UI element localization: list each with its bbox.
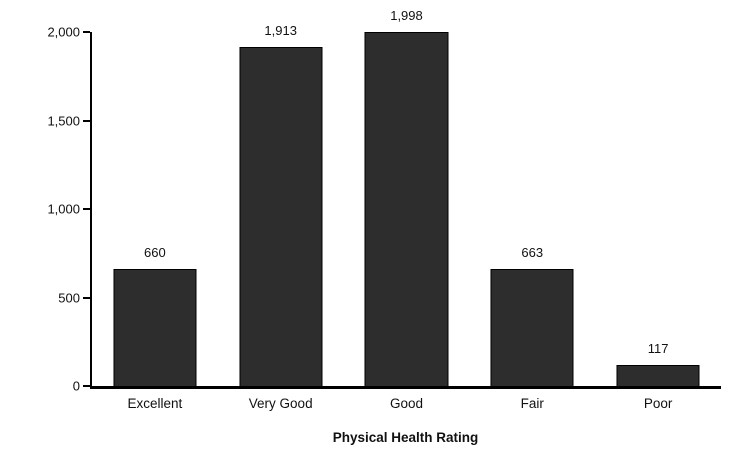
x-category-label: Good bbox=[389, 396, 423, 411]
y-tick-label: 1,000 bbox=[47, 201, 80, 217]
bar-group: 1,998 Good bbox=[344, 8, 470, 411]
y-tick-mark bbox=[83, 208, 90, 210]
bar-value-label: 117 bbox=[647, 341, 669, 357]
y-tick-mark bbox=[83, 119, 90, 122]
y-tick-label: 1,500 bbox=[47, 113, 80, 128]
bar-value-label: 1,913 bbox=[264, 23, 297, 39]
bar-value-label: 660 bbox=[144, 245, 166, 261]
y-tick-label: 0 bbox=[72, 378, 80, 394]
bar-group: 1,913 Very Good bbox=[218, 23, 344, 411]
bar-group: 117 Poor bbox=[595, 32, 721, 411]
x-category-label: Poor bbox=[643, 396, 673, 411]
bar-poor bbox=[616, 365, 700, 386]
x-category-label: Very Good bbox=[248, 396, 313, 411]
bar-value-label: 663 bbox=[521, 244, 544, 260]
bar-group: 663 Fair bbox=[469, 32, 595, 411]
bar-very-good bbox=[239, 47, 323, 386]
bar-value-label: 1,998 bbox=[390, 8, 423, 24]
y-tick-mark bbox=[83, 296, 90, 299]
bar-fair bbox=[490, 268, 574, 386]
bar-group: 660 Excellent bbox=[92, 32, 218, 411]
bar-good bbox=[364, 32, 448, 386]
y-tick-label: 2,000 bbox=[47, 24, 80, 40]
x-axis-title: Physical Health Rating bbox=[332, 430, 479, 445]
y-tick-mark bbox=[83, 31, 90, 33]
y-tick-mark bbox=[83, 385, 90, 387]
bar-excellent bbox=[113, 269, 197, 386]
y-tick-label: 500 bbox=[58, 290, 80, 305]
bar-series: 660 Excellent 1,913 Very Good 1,998 Good 663 Fa… bbox=[92, 8, 721, 411]
plot-area: 0 500 1,000 1,500 2,000 660 Excellent 1,913 Ver… bbox=[47, 8, 721, 411]
x-category-label: Excellent bbox=[127, 396, 183, 411]
x-category-label: Fair bbox=[520, 396, 544, 411]
